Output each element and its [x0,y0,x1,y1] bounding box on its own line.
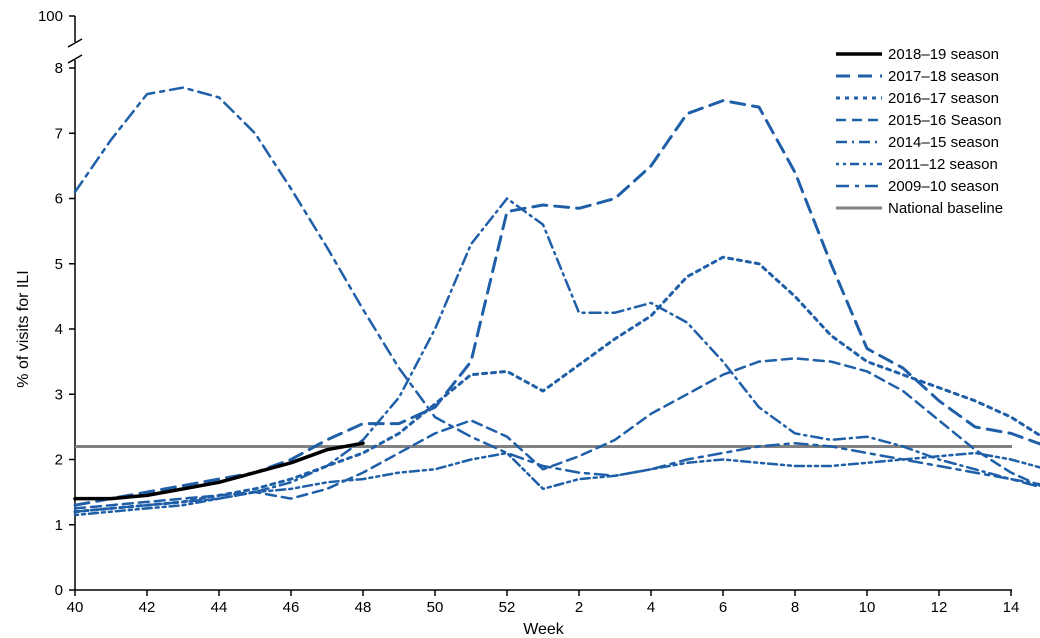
y-tick-label: 0 [55,582,63,599]
series-s2016 [75,257,1040,538]
x-tick-label: 50 [427,599,444,616]
y-tick-label: 5 [55,256,63,273]
legend-label: 2016–17 season [888,90,999,107]
y-axis-label: % of visits for ILI [15,270,32,387]
y-tick-label: 4 [55,321,63,338]
legend-label: National baseline [888,200,1003,217]
y-tick-label: 1 [55,517,63,534]
y-tick-label: 7 [55,125,63,142]
legend-label: 2017–18 season [888,68,999,85]
x-axis-label: Week [523,621,565,638]
legend-label: 2015–16 Season [888,112,1001,129]
legend-label: 2014–15 season [888,134,999,151]
y-tick-label: 8 [55,60,63,77]
x-tick-label: 40 [67,599,84,616]
series-s2015 [75,358,1040,539]
x-tick-label: 6 [719,599,727,616]
x-tick-label: 8 [791,599,799,616]
x-tick-label: 48 [355,599,372,616]
legend-label: 2018–19 season [888,46,999,63]
y-tick-label: 3 [55,386,63,403]
y-tick-label: 6 [55,191,63,208]
x-tick-label: 14 [1003,599,1020,616]
x-tick-label: 46 [283,599,300,616]
x-tick-label: 52 [499,599,516,616]
y-tick-label: 2 [55,452,63,469]
x-tick-label: 10 [859,599,876,616]
legend-label: 2009–10 season [888,178,999,195]
x-tick-label: 12 [931,599,948,616]
y-tick-label-top: 100 [38,8,63,25]
x-tick-label: 42 [139,599,156,616]
ili-line-chart: 0123456781004042444648505224681012141618… [0,0,1040,638]
chart-svg: 0123456781004042444648505224681012141618… [0,0,1040,638]
legend-label: 2011–12 season [888,156,998,173]
x-tick-label: 44 [211,599,228,616]
x-tick-label: 2 [575,599,583,616]
x-tick-label: 4 [647,599,655,616]
